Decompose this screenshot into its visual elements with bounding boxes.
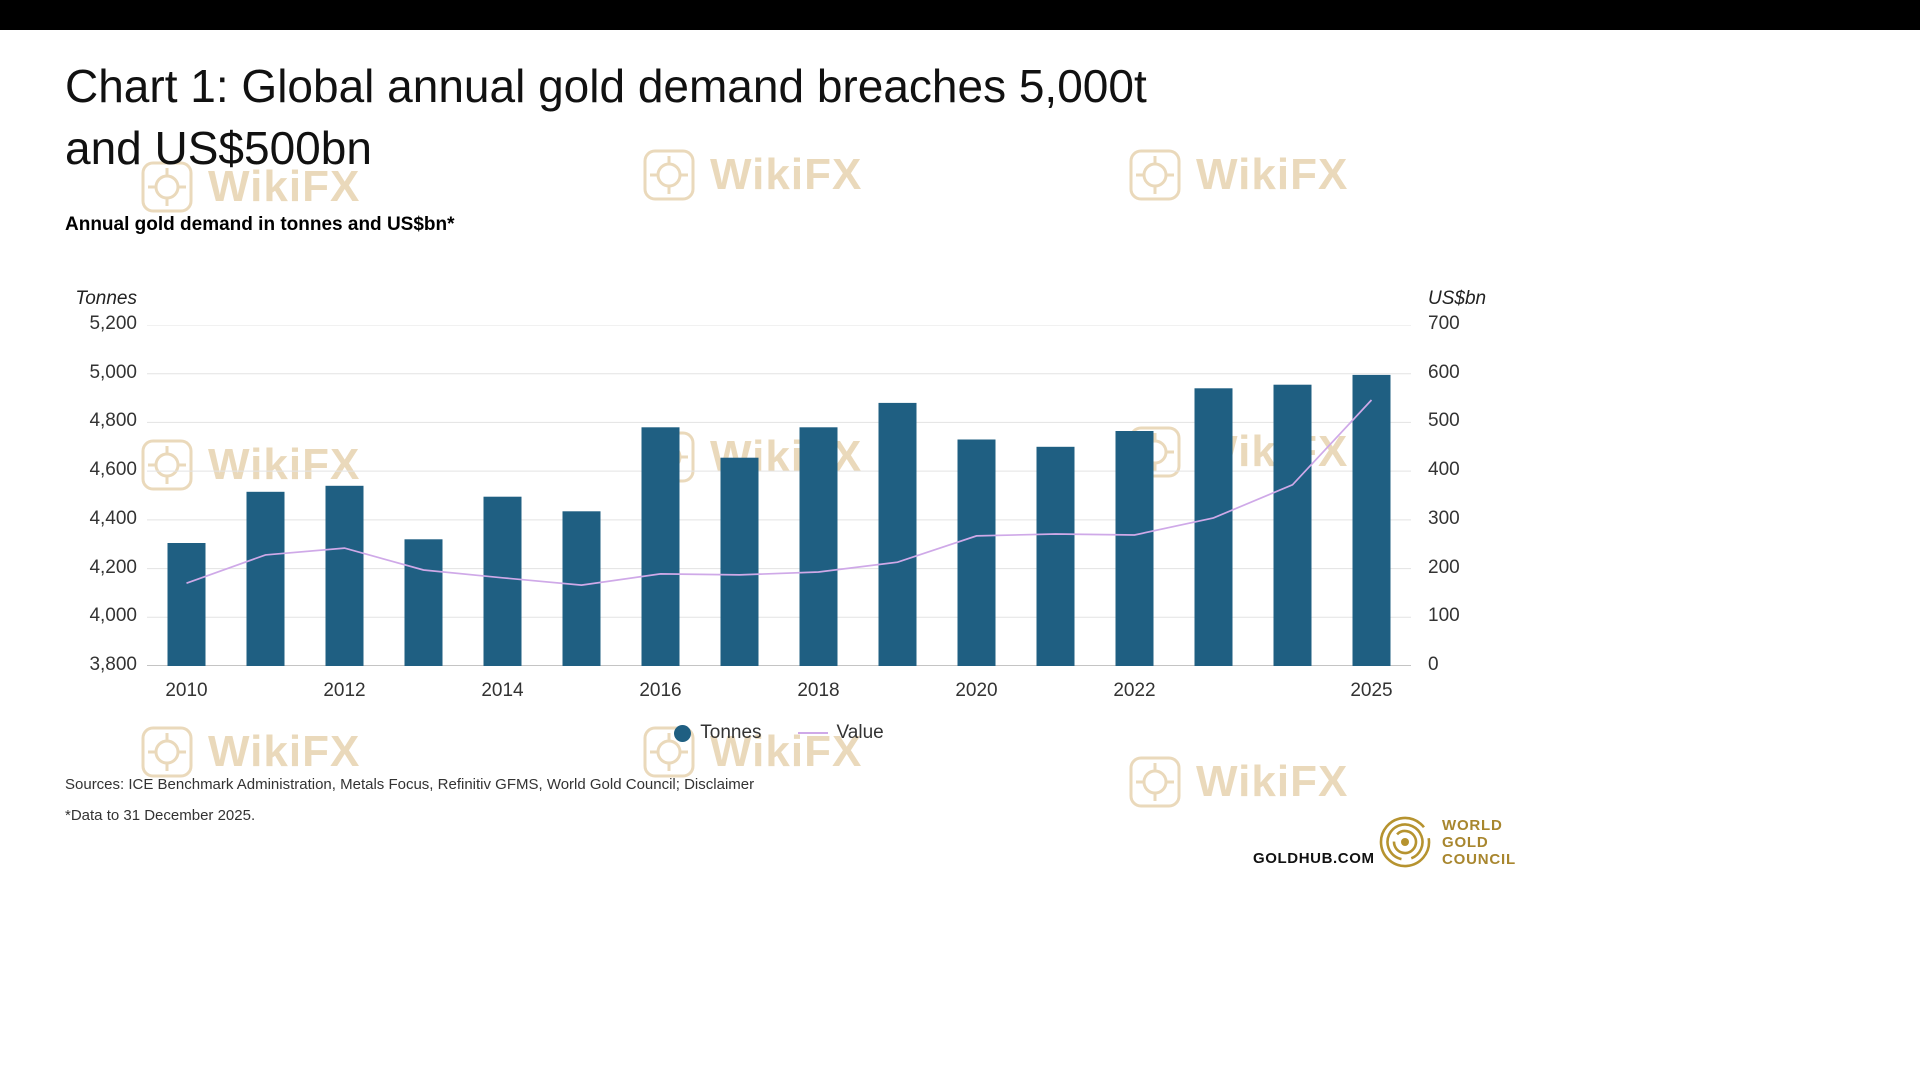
legend-value-label: Value [836,722,884,743]
y-axis-right-tick: 600 [1428,361,1460,383]
x-axis-tick-2014: 2014 [481,680,524,701]
bar-2021 [1036,446,1075,666]
legend-item-value: Value [797,722,884,744]
y-axis-right-tick: 700 [1428,313,1460,334]
wgc-logo-line3: COUNCIL [1442,850,1516,868]
top-black-bar [0,0,1920,30]
y-axis-right-tick: 100 [1428,605,1460,627]
wgc-logo-line1: WORLD [1442,816,1503,834]
y-axis-right-tick: 400 [1428,459,1460,481]
legend-item-tonnes: Tonnes [674,722,762,744]
legend-tonnes-label: Tonnes [700,722,762,743]
y-axis-right-tick: 0 [1428,654,1439,675]
bar-2013 [404,539,443,666]
y-axis-left-tick: 3,800 [89,654,137,675]
y-axis-left-tick: 4,600 [89,459,137,481]
bar-2015 [562,511,601,666]
wgc-rings-icon [1379,816,1431,868]
y-axis-left-tick: 5,000 [89,361,137,383]
value-line [186,399,1373,586]
x-axis-tick-2022: 2022 [1113,680,1156,701]
y-axis-left-tick: 4,200 [89,556,137,578]
x-axis-tick-2018: 2018 [797,680,840,701]
watermark: WikiFX [1128,755,1348,809]
bar-2022 [1115,431,1154,666]
y-axis-left-tick: 4,400 [89,507,137,529]
watermark-text: WikiFX [1196,757,1349,806]
bar-2019 [878,402,917,666]
x-axis-tick-2020: 2020 [955,680,998,701]
footnote-text: *Data to 31 December 2025. [65,807,256,824]
bar-2020 [957,439,996,666]
y-axis-right-tick: 200 [1428,556,1460,578]
bar-2011 [246,491,285,666]
bar-2024 [1273,384,1312,666]
page-title-line1: Chart 1: Global annual gold demand breac… [65,60,1147,112]
x-axis-tick-2025: 2025 [1350,680,1393,701]
x-axis-tick-2016: 2016 [639,680,682,701]
y-axis-left-tick: 4,800 [89,410,137,432]
plot-svg [147,324,1411,667]
bar-2017 [720,457,759,666]
goldhub-wordmark: GOLDHUB.COM [1253,850,1375,867]
y-axis-right-tick: 300 [1428,507,1460,529]
bar-2016 [641,427,680,666]
bar-2018 [799,427,838,666]
y-axis-left-tick: 5,200 [89,313,137,334]
legend-value-marker [797,732,828,734]
y-axis-left-tick: 4,000 [89,605,137,627]
world-gold-council-logo: WORLD GOLD COUNCIL [1378,815,1516,869]
bar-2023 [1194,388,1233,666]
bar-2014 [483,496,522,666]
left-axis-title: Tonnes [75,288,137,309]
right-axis-title: US$bn [1428,288,1487,309]
wikifx-lion-icon [1129,756,1181,808]
chart-subtitle: Annual gold demand in tonnes and US$bn* [65,214,455,235]
x-axis-tick-2012: 2012 [323,680,366,701]
chart-plot-area [147,324,1411,671]
wgc-logo-text: WORLD GOLD COUNCIL [1442,817,1516,868]
wgc-logo-line2: GOLD [1442,833,1489,851]
bar-2025 [1352,374,1391,666]
legend-tonnes-marker [674,724,692,742]
sources-text: Sources: ICE Benchmark Administration, M… [65,776,755,793]
bar-2010 [167,543,206,666]
bar-2012 [325,485,364,666]
chart-legend: Tonnes Value [147,722,1411,744]
page-title-line2: and US$500bn [65,121,372,174]
x-axis-tick-2010: 2010 [165,680,208,701]
page-title: Chart 1: Global annual gold demand breac… [65,56,1565,179]
y-axis-right-tick: 500 [1428,410,1460,432]
